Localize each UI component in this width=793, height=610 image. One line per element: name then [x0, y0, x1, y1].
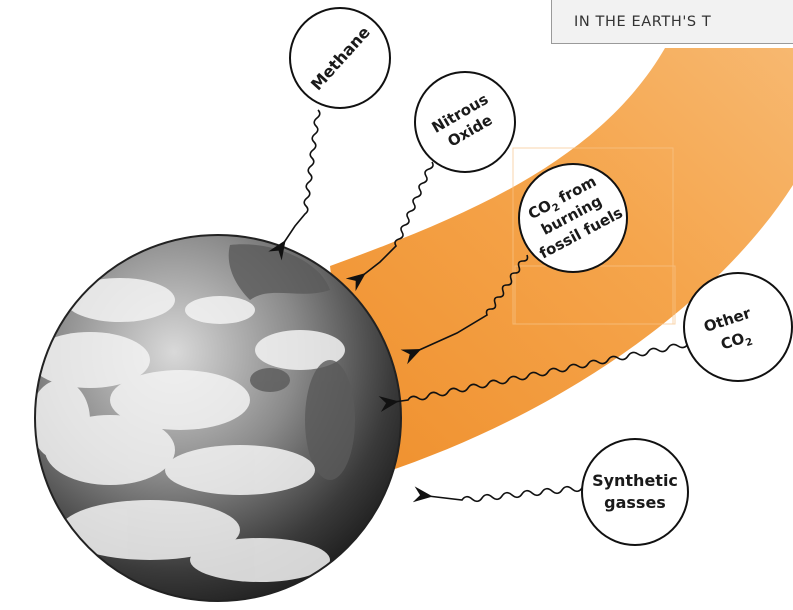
synthetic-gasses-bubble: Synthetic gasses: [581, 438, 689, 546]
arrows: [268, 109, 689, 503]
squiggly-arrow-icon: [412, 485, 583, 503]
other-co2-bubble: Other CO2: [683, 272, 793, 382]
title-box: IN THE EARTH'S T: [551, 0, 793, 44]
co2-fossil-subscript: 2: [551, 202, 562, 215]
co2-fossil-fuels-bubble: CO2from burning fossil fuels: [518, 163, 628, 273]
synthetic-label-line2: gasses: [604, 493, 666, 512]
synthetic-label-line1: Synthetic: [592, 471, 678, 490]
squiggly-arrow-icon: [268, 109, 321, 261]
title-text: IN THE EARTH'S T: [574, 14, 712, 30]
earth-globe-icon: [34, 234, 402, 602]
squiggly-arrow-icon: [345, 161, 434, 292]
methane-bubble: Methane: [289, 7, 391, 109]
other-subscript: 2: [744, 336, 754, 349]
squiggly-arrow-icon: [400, 254, 529, 365]
squiggly-arrow-icon: [378, 343, 689, 412]
nitrous-oxide-bubble: Nitrous Oxide: [414, 71, 516, 173]
